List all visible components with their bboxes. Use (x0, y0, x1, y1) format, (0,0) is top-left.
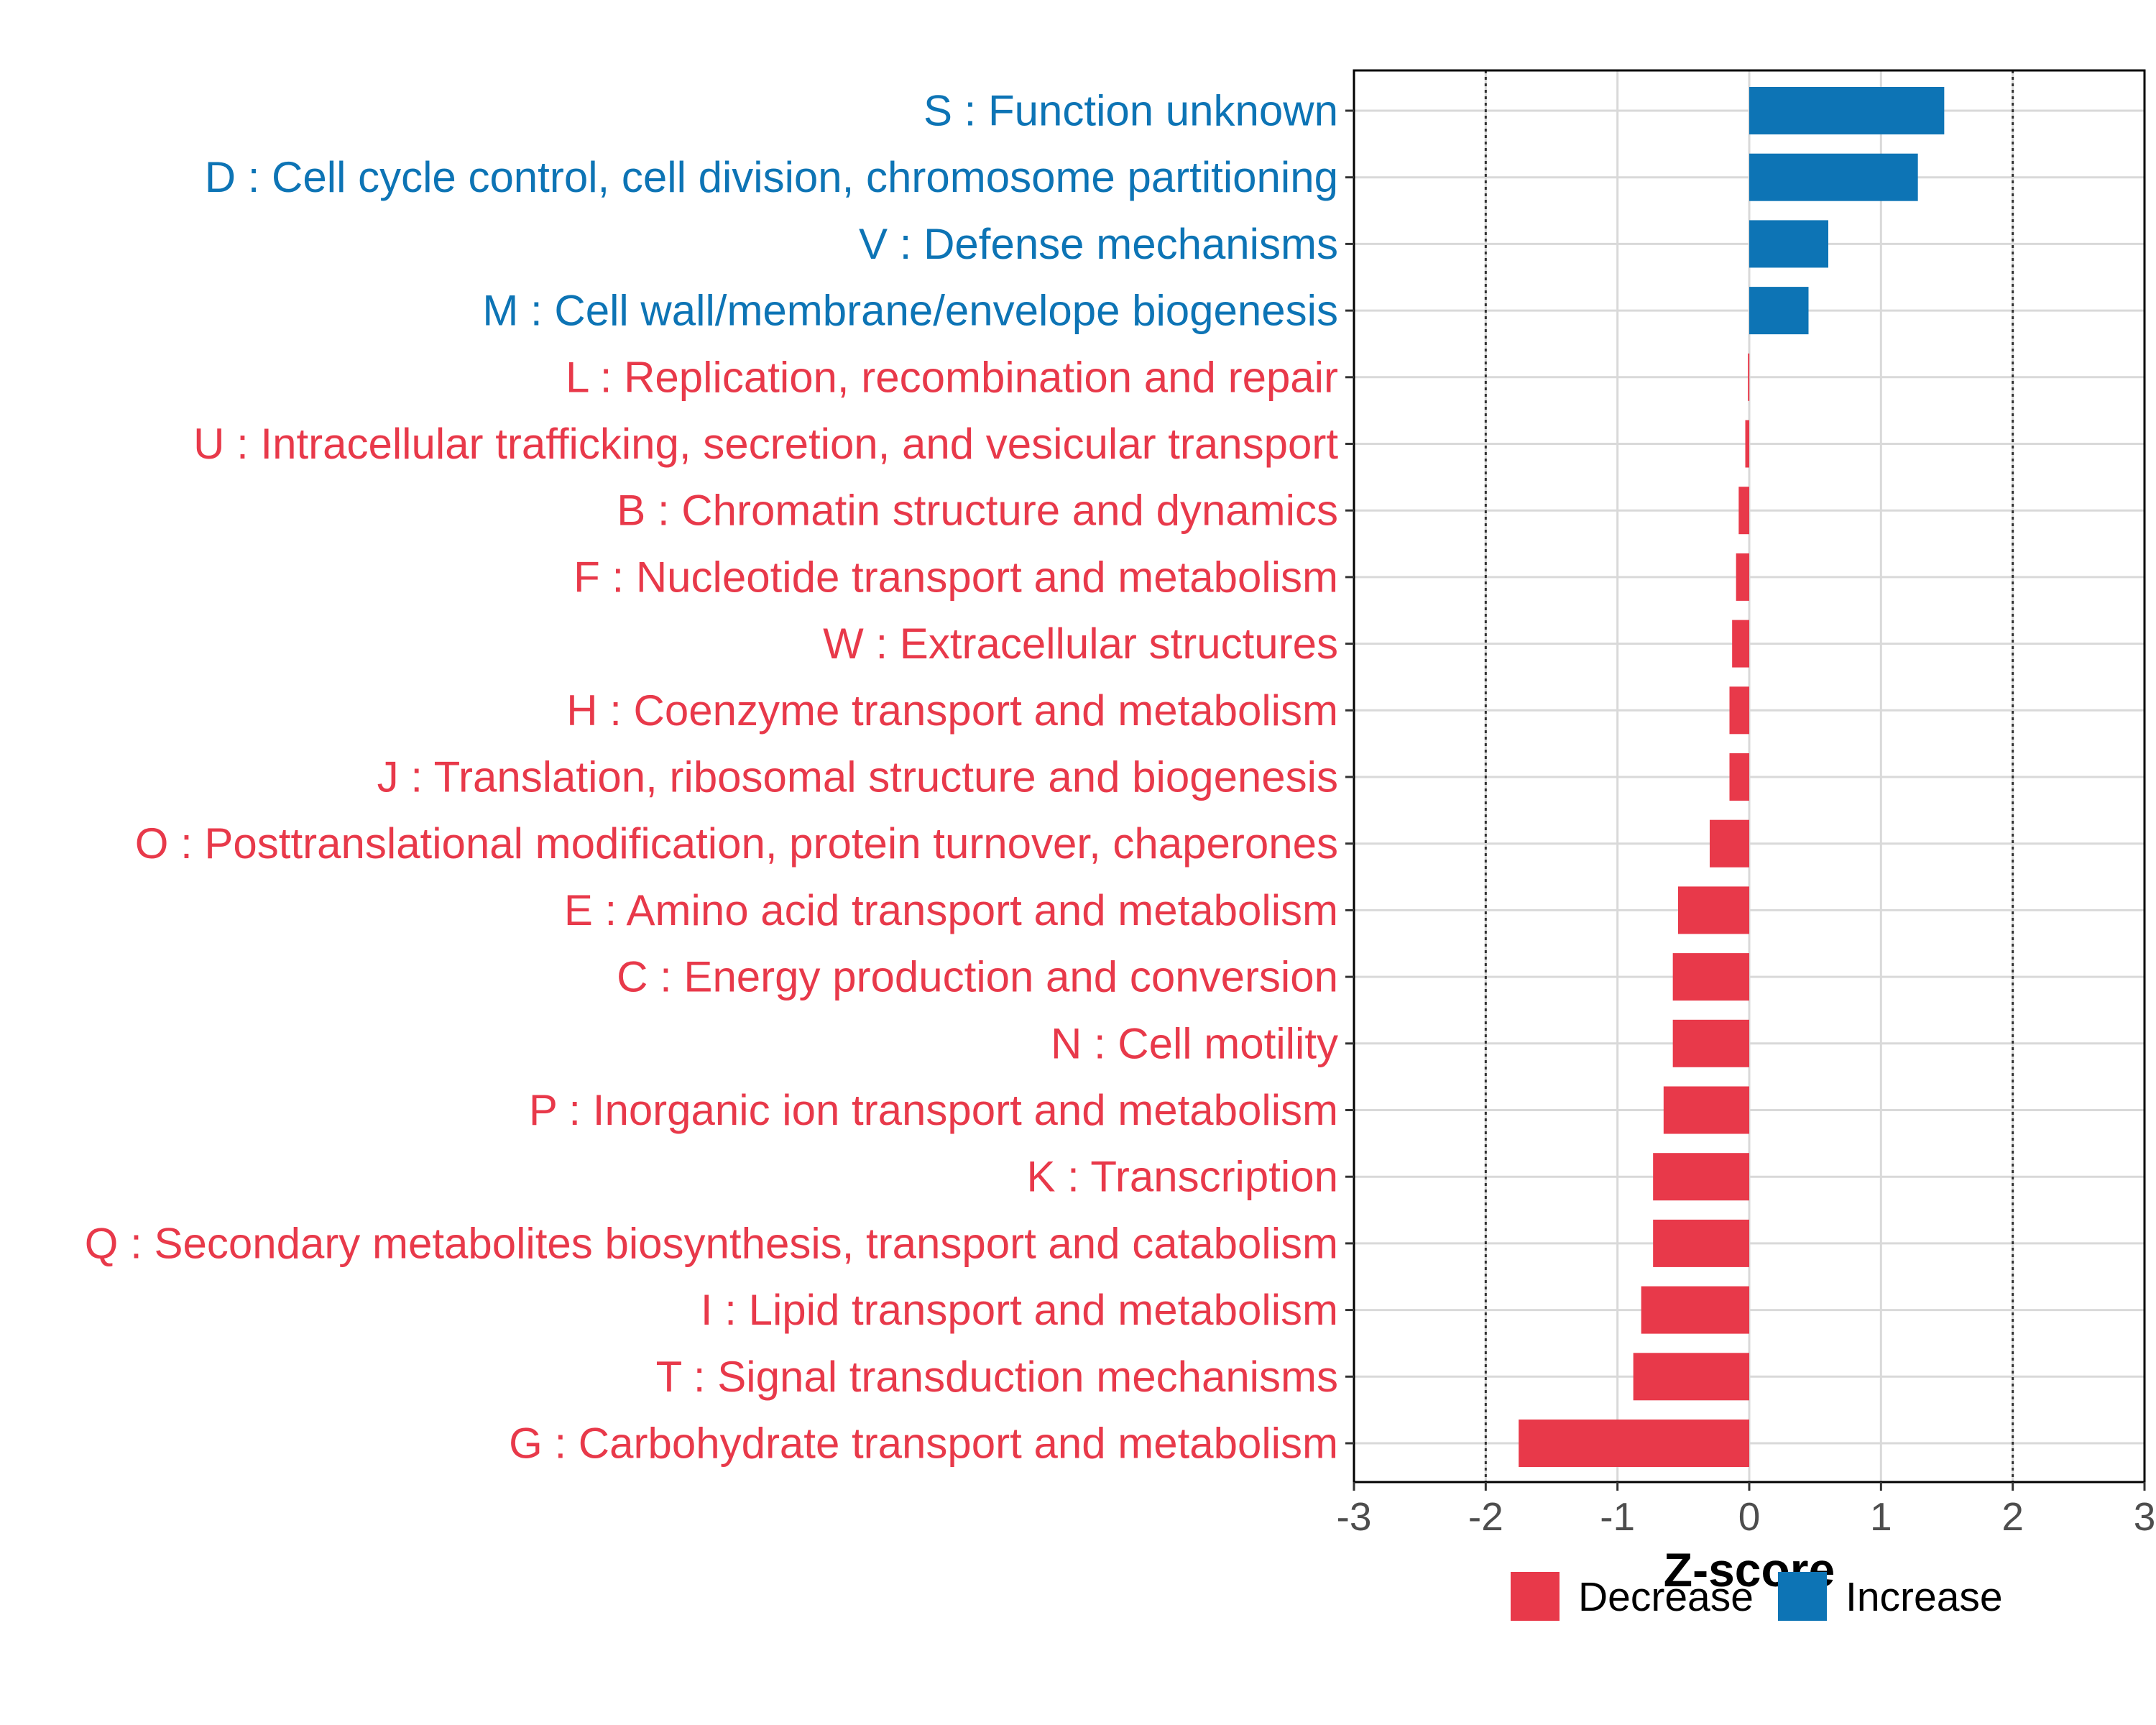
x-tick-label: 2 (2001, 1494, 2024, 1539)
bar (1729, 753, 1749, 801)
category-label: N : Cell motility (1051, 1019, 1338, 1067)
threshold-layer (1484, 70, 2014, 1482)
bar (1738, 487, 1749, 535)
legend-swatch (1778, 1572, 1827, 1621)
legend-label: Decrease (1578, 1574, 1754, 1620)
category-label-layer: S : Function unknown D : Cell cycle contr… (85, 87, 1339, 1468)
legend: Decrease Increase (1511, 1572, 2003, 1621)
bar (1653, 1153, 1749, 1201)
bar (1672, 1019, 1749, 1067)
bar (1749, 87, 1945, 134)
x-tick-layer: -3 -2 -1 0 1 2 3 (1337, 1482, 2156, 1539)
category-label: G : Carbohydrate transport and metabolis… (509, 1420, 1338, 1468)
category-label: M : Cell wall/membrane/envelope biogenes… (482, 287, 1338, 335)
category-label: C : Energy production and conversion (617, 953, 1338, 1001)
bar-layer (1519, 87, 1945, 1467)
x-tick-label: -1 (1600, 1494, 1635, 1539)
x-tick-label: -3 (1337, 1494, 1372, 1539)
bar (1736, 553, 1749, 601)
y-tick-layer (1345, 109, 1354, 1445)
bar (1663, 1086, 1749, 1134)
bar (1653, 1219, 1749, 1267)
category-label: U : Intracellular trafficking, secretion… (193, 420, 1338, 468)
bar (1710, 819, 1749, 868)
category-label: B : Chromatin structure and dynamics (617, 487, 1338, 535)
category-label: P : Inorganic ion transport and metaboli… (529, 1086, 1338, 1134)
bar (1672, 953, 1749, 1001)
category-label: O : Posttranslational modification, prot… (135, 819, 1338, 868)
bar (1749, 287, 1809, 335)
bar (1748, 353, 1750, 401)
category-label: V : Defense mechanisms (859, 220, 1338, 268)
category-label: K : Transcription (1026, 1153, 1338, 1201)
x-tick-label: 3 (2134, 1494, 2156, 1539)
category-label: H : Coenzyme transport and metabolism (566, 686, 1338, 735)
bar (1745, 420, 1749, 468)
legend-label: Increase (1846, 1574, 2003, 1620)
bar (1749, 220, 1828, 268)
category-label: L : Replication, recombination and repai… (566, 353, 1338, 401)
bar (1729, 686, 1749, 735)
bar (1519, 1420, 1749, 1467)
category-label: T : Signal transduction mechanisms (656, 1353, 1338, 1401)
x-tick-label: -2 (1468, 1494, 1503, 1539)
category-label: Q : Secondary metabolites biosynthesis, … (85, 1219, 1338, 1267)
bar (1749, 153, 1918, 201)
bar (1633, 1353, 1749, 1401)
category-label: E : Amino acid transport and metabolism (564, 886, 1338, 934)
category-label: F : Nucleotide transport and metabolism (573, 553, 1338, 601)
x-tick-label: 0 (1738, 1494, 1761, 1539)
legend-swatch (1511, 1572, 1560, 1621)
bar (1678, 886, 1749, 934)
category-label: D : Cell cycle control, cell division, c… (205, 153, 1338, 201)
category-label: W : Extracellular structures (823, 620, 1338, 668)
category-label: I : Lipid transport and metabolism (701, 1286, 1338, 1334)
category-label: S : Function unknown (923, 87, 1338, 135)
bar (1732, 620, 1749, 668)
category-label: J : Translation, ribosomal structure and… (377, 753, 1338, 801)
x-tick-label: 1 (1870, 1494, 1892, 1539)
bar (1641, 1286, 1749, 1334)
